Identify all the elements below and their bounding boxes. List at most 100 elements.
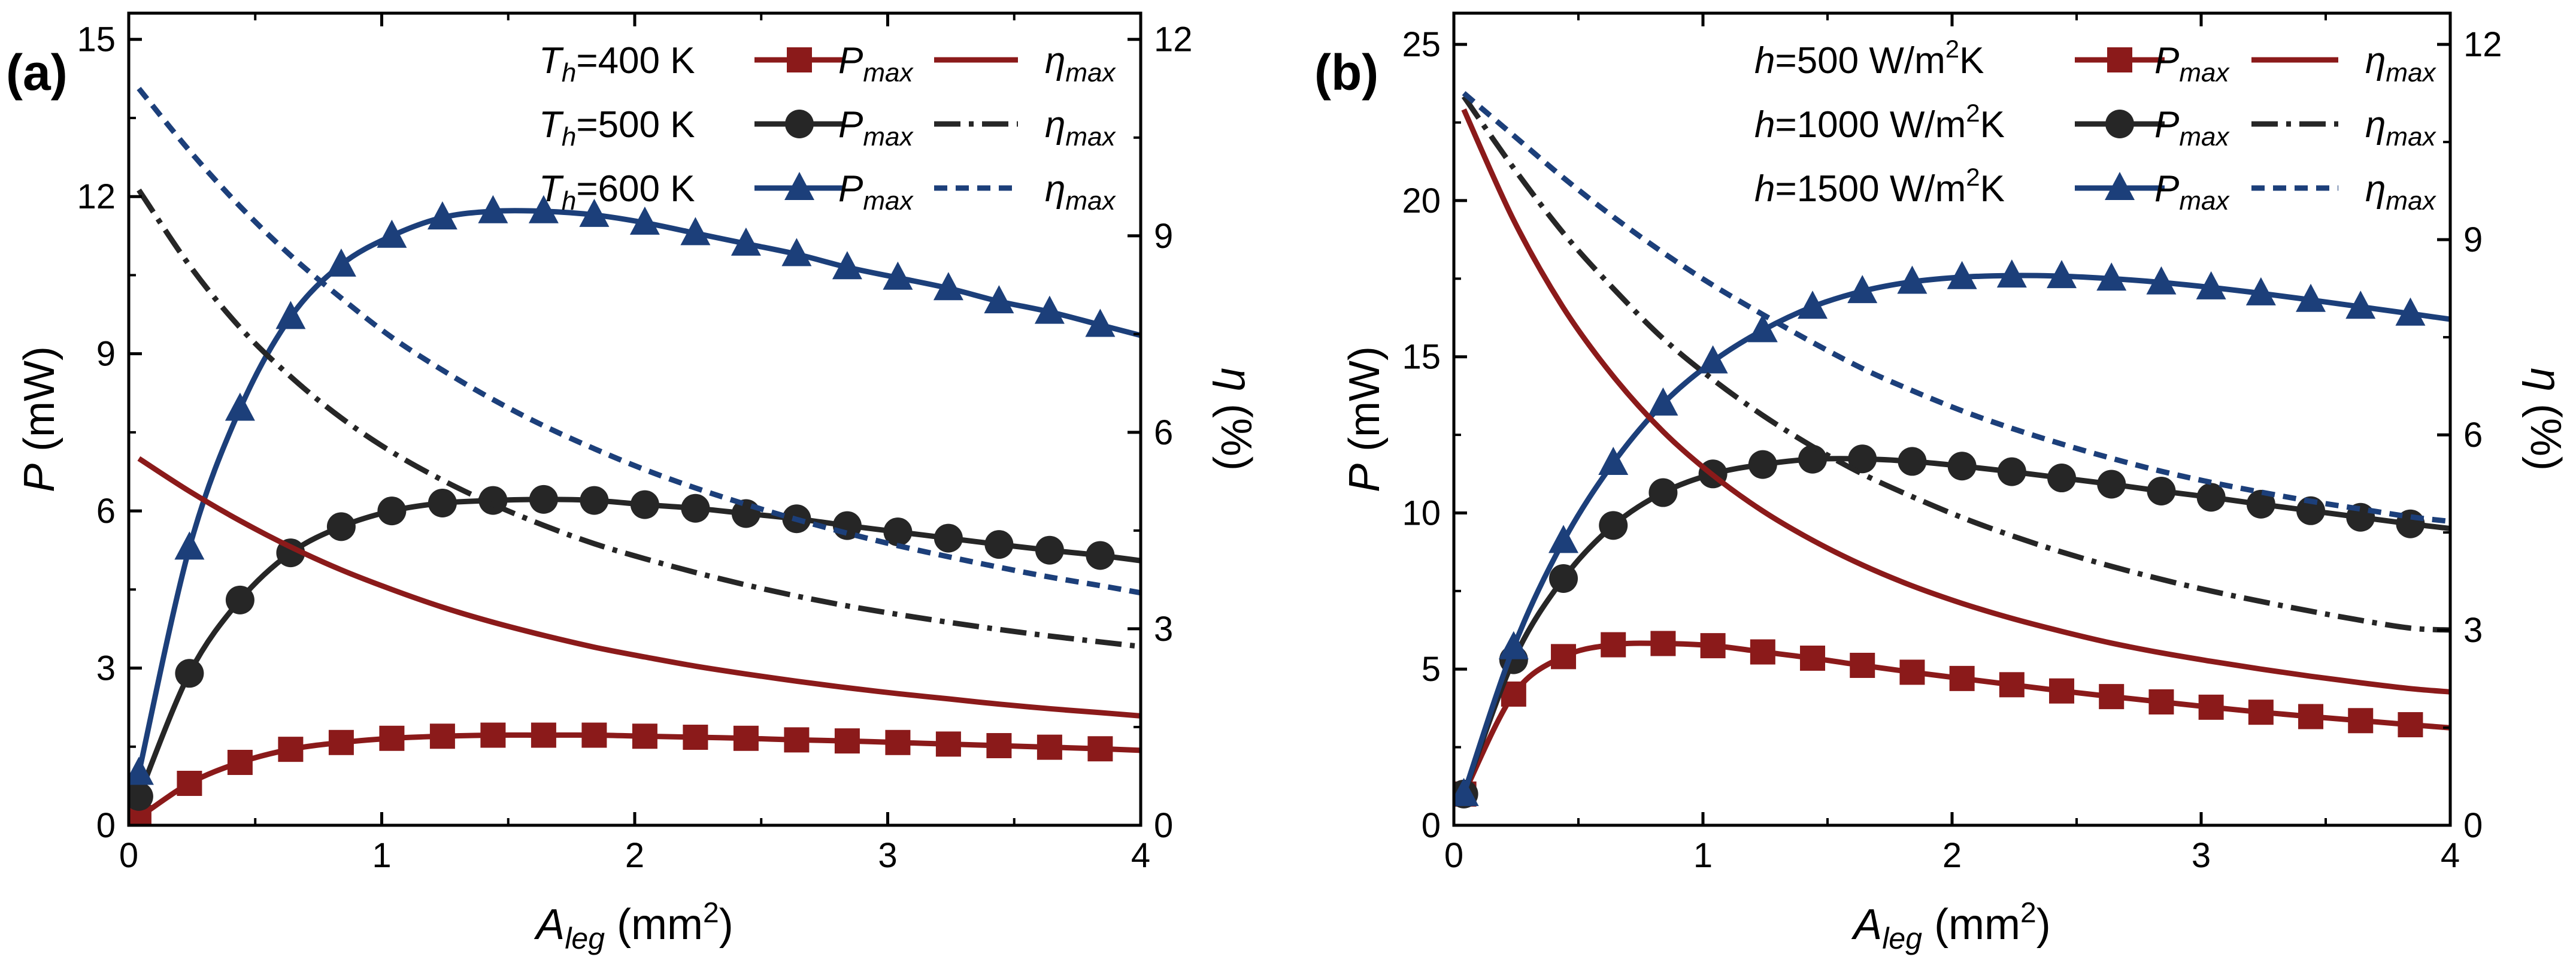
data-point-s2-10 [629,206,660,235]
data-point-s2-9 [1897,265,1928,294]
data-point-s2-19 [1085,308,1116,337]
data-point-s1-6 [428,488,457,517]
data-point-s2-0 [129,756,154,785]
legend-label-sup: 2 [1945,35,1959,63]
legend-label-var: T [539,168,564,210]
legend-label-value: =500 K [576,104,695,146]
series-group [1454,91,2450,809]
x-axis-label-main: A [534,901,565,949]
data-point-s1-10 [1947,452,1977,481]
data-point-s1-15 [883,517,913,547]
data-point-s0-6 [1750,639,1775,665]
data-point-s1-1 [175,659,204,688]
series-line-5 [1462,91,2450,525]
data-point-s1-5 [377,496,407,526]
x-tick-label: 4 [2441,836,2460,875]
legend-label: Th=500 K [539,104,695,152]
y-left-tick-label: 12 [77,177,116,216]
data-point-s1-11 [681,493,710,523]
y-right-tick-label: 0 [2463,806,2483,845]
series-line-1 [136,496,1141,798]
panel-label: (a) [6,44,68,101]
data-point-s1-4 [1648,478,1678,507]
legend-eta-sub: max [2386,122,2436,152]
data-point-s2-7 [1798,290,1828,319]
series-line-3 [137,456,1141,719]
y-left-tick-label: 20 [1402,181,1441,220]
data-point-s1-17 [2296,496,2326,525]
data-point-s0-7 [480,722,506,748]
x-axis-label-unit: (mm [1922,901,2020,949]
legend-eta-name: η [1045,40,1065,81]
y-right-tick-label: 0 [1154,806,1173,845]
x-axis-label-close: ) [2036,901,2051,949]
data-point-s2-15 [883,261,913,290]
y-left-label-main: P [16,464,63,492]
data-point-s2-14 [832,251,862,280]
legend-label: h=1500 W/m2K [1754,163,2005,210]
legend-label-value: =500 W/m [1775,40,1945,81]
data-point-s2-2 [1548,525,1579,553]
legend-eta-label: ηmax [2365,40,2437,87]
data-point-s2-18 [1034,295,1065,324]
data-point-s2-15 [2196,271,2226,299]
x-tick-label: 4 [1131,836,1150,875]
y-right-label-main: η [2522,368,2569,392]
data-point-s0-16 [935,731,961,757]
legend-p-name: P [838,168,863,210]
data-point-s2-13 [2096,262,2127,291]
x-axis-label-main: A [1851,901,1882,949]
legend-p-sub: max [2179,58,2230,87]
data-point-s1-15 [2196,483,2226,512]
data-point-s0-17 [2298,704,2324,729]
legend-p-name: P [2154,104,2179,146]
x-tick-label: 1 [372,836,391,875]
y-left-tick-label: 25 [1402,25,1441,64]
data-point-s2-4 [1648,387,1678,416]
data-point-s2-11 [1996,259,2027,288]
legend-p-label: Pmax [2154,168,2230,216]
y-left-label-main: P [1341,464,1389,492]
data-point-s2-12 [731,227,761,256]
x-axis-label-close: ) [719,901,734,949]
data-point-s0-4 [1650,631,1676,656]
y-left-label-unit: (mW) [16,346,63,464]
data-point-s0-12 [733,725,759,751]
x-tick-label: 3 [2192,836,2211,875]
data-point-s0-14 [834,728,860,754]
y-left-axis-label: P (mW) [16,346,63,492]
y-right-tick-label: 9 [2463,220,2483,259]
y-left-tick-label: 15 [1402,338,1441,377]
data-point-s1-19 [1086,541,1115,570]
x-tick-label: 2 [625,836,644,875]
data-point-s1-14 [2147,476,2176,505]
data-point-s2-8 [528,195,559,223]
legend-label: h=1000 W/m2K [1754,99,2005,146]
data-point-s1-2 [225,585,254,614]
data-point-s0-5 [379,725,405,751]
legend-p-sub: max [863,58,914,87]
y-left-tick-label: 5 [1422,650,1441,689]
legend-label-value: =1500 W/m [1775,168,1966,210]
legend-eta-label: ηmax [1045,40,1117,87]
y-right-tick-label: 6 [2463,416,2483,455]
legend-p-sub: max [2179,122,2230,152]
legend-label: Th=400 K [539,40,695,87]
legend-label-value: =600 K [576,168,695,210]
series-line-5 [137,86,1141,596]
data-point-s0-13 [2099,684,2125,710]
data-point-s0-18 [1037,734,1062,760]
legend-eta-name: η [1045,168,1065,210]
data-point-s0-2 [1551,644,1577,670]
legend-eta-label: ηmax [2365,168,2437,216]
data-point-s2-18 [2345,290,2376,319]
data-point-s1-8 [529,485,558,514]
x-axis-label: Aleg (mm2) [1851,897,2050,955]
y-right-label-unit: (%) [2522,392,2569,471]
legend-eta-label: ηmax [1045,168,1117,216]
y-left-tick-label: 3 [96,649,116,688]
legend-label-var: h [1754,104,1775,146]
x-axis-label: Aleg (mm2) [534,897,733,955]
legend-p-sub: max [863,186,914,216]
data-point-s0-12 [2049,678,2075,704]
